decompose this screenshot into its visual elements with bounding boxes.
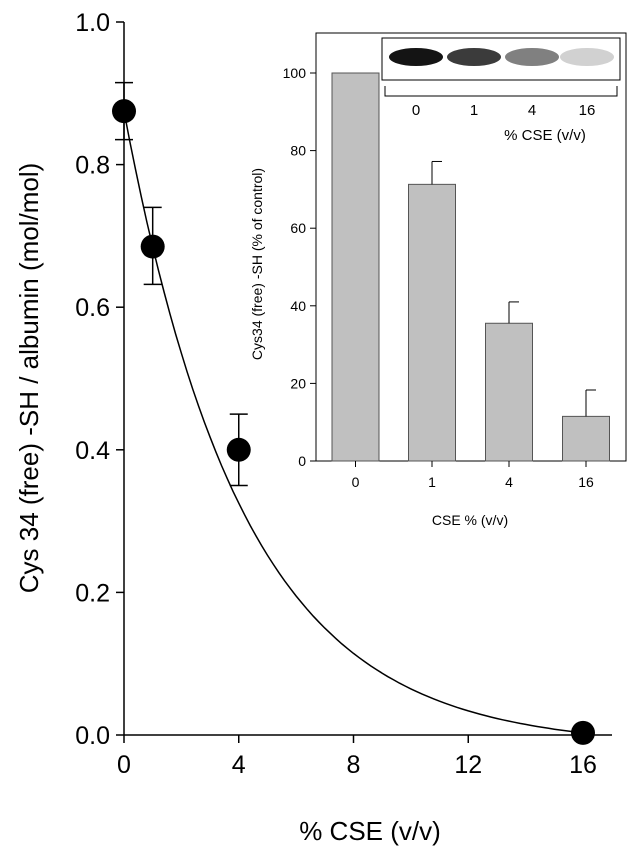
blot-band: [389, 48, 443, 66]
blot-bands: [389, 48, 614, 66]
main-x-tick-label: 12: [454, 751, 482, 779]
main-x-ticks: 0 4 8 12 16: [117, 735, 597, 779]
main-x-tick-label: 4: [232, 751, 246, 779]
main-y-tick-label: 0.8: [75, 152, 110, 180]
blot-band: [560, 48, 614, 66]
blot-lane-label: 4: [528, 102, 536, 119]
western-blot: 0 1 4 16 % CSE (v/v): [381, 37, 621, 144]
inset-y-tick-label: 0: [298, 453, 306, 469]
inset-y-tick-label: 60: [290, 220, 306, 236]
blot-band: [447, 48, 501, 66]
main-y-tick-label: 0.2: [75, 579, 110, 607]
main-plot: 0.0 0.2 0.4 0.6 0.8 1.0 0 4 8 12 16 Cys 34 (free)…: [14, 9, 612, 846]
inset-bar: [562, 415, 610, 462]
main-y-axis-label: Cys 34 (free) -SH / albumin (mol/mol): [14, 163, 44, 594]
main-x-tick-label: 16: [569, 751, 597, 779]
main-y-tick-label: 1.0: [75, 9, 110, 37]
main-data-point: [226, 437, 251, 462]
inset-x-tick-label: 0: [352, 474, 360, 490]
inset-bar: [331, 72, 380, 462]
inset-x-tick-label: 16: [578, 474, 594, 490]
main-y-tick-label: 0.6: [75, 294, 110, 322]
inset-y-tick-label: 80: [290, 143, 306, 159]
inset-x-tick-label: 4: [505, 474, 513, 490]
blot-lane-label: 0: [412, 102, 420, 119]
inset-y-tick-label: 100: [283, 65, 307, 81]
main-error-bars: [115, 81, 248, 487]
blot-lane-label: 16: [579, 102, 596, 119]
main-data-point: [571, 720, 595, 745]
main-x-tick-label: 8: [347, 751, 361, 779]
inset-error-bars: [431, 160, 596, 417]
inset-y-tick-label: 40: [290, 298, 306, 314]
main-data-point: [140, 234, 165, 259]
blot-x-axis-label: % CSE (v/v): [504, 127, 586, 144]
blot-bracket: [384, 86, 618, 97]
inset-y-tick-label: 20: [290, 375, 306, 391]
main-y-ticks: 0.0 0.2 0.4 0.6 0.8 1.0: [75, 9, 124, 750]
main-x-axis-label: % CSE (v/v): [299, 816, 441, 846]
inset-x-ticks: 0 1 4 16: [352, 461, 594, 490]
inset-y-ticks: 0 20 40 60 80 100: [283, 65, 316, 469]
inset-y-axis-label: Cys34 (free) -SH (% of control): [249, 168, 265, 360]
inset-bar: [485, 322, 533, 462]
main-y-tick-label: 0.0: [75, 722, 110, 750]
main-data-points: [112, 99, 595, 745]
main-y-tick-label: 0.4: [75, 437, 110, 465]
blot-lane-labels: 0 1 4 16: [412, 102, 596, 119]
inset-x-axis-label: CSE % (v/v): [432, 512, 508, 528]
main-data-point: [112, 99, 136, 124]
inset-x-tick-label: 1: [428, 474, 436, 490]
blot-band: [505, 48, 559, 66]
inset-bar: [408, 183, 456, 462]
blot-lane-label: 1: [470, 102, 478, 119]
main-x-tick-label: 0: [117, 751, 131, 779]
main-fit-curve: [123, 110, 584, 734]
